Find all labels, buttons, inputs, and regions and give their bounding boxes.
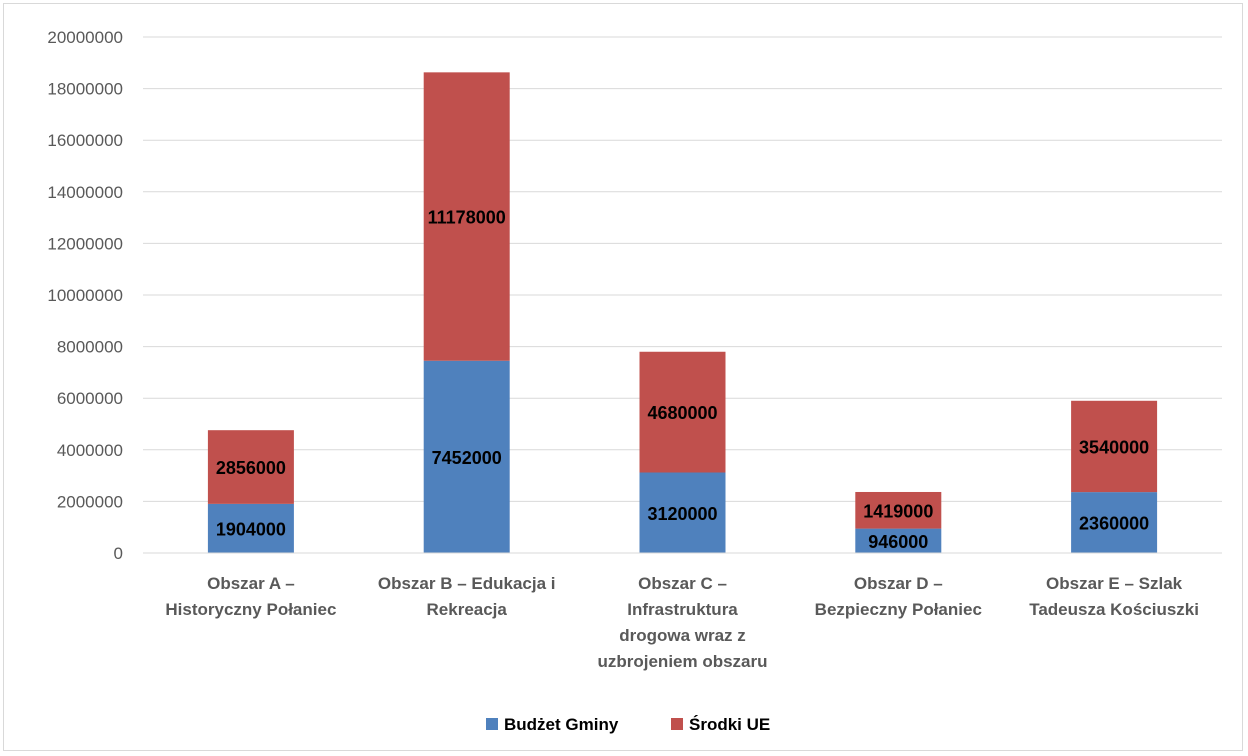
data-labels: 1904000 2856000 7452000 11178000 3120000 4680…: [216, 208, 1149, 552]
bar-budzet-gminy: [423, 360, 510, 553]
x-category-label: uzbrojeniem obszaru: [597, 652, 767, 671]
y-tick-label: 12000000: [47, 234, 123, 253]
legend-label[interactable]: Środki UE: [689, 715, 770, 734]
bar-srodki-ue: [207, 430, 294, 504]
x-category-label: Obszar B – Edukacja i: [378, 574, 556, 593]
x-category-label: Obszar D –: [854, 574, 943, 593]
y-tick-label: 0: [114, 544, 123, 563]
x-category-label: Obszar A –: [207, 574, 295, 593]
y-tick-label: 8000000: [57, 338, 123, 357]
legend-label[interactable]: Budżet Gminy: [504, 715, 619, 734]
y-tick-label: 18000000: [47, 80, 123, 99]
data-label: 2856000: [216, 458, 286, 478]
bar-budzet-gminy: [1071, 492, 1158, 553]
bar-budzet-gminy: [207, 503, 294, 553]
x-category-label: Rekreacja: [427, 600, 508, 619]
x-category-label: Infrastruktura: [627, 600, 738, 619]
bar-budzet-gminy: [855, 528, 942, 553]
y-tick-label: 4000000: [57, 441, 123, 460]
y-tick-label: 2000000: [57, 492, 123, 511]
bars: [207, 72, 1158, 553]
x-category-label: Bezpieczny Połaniec: [815, 600, 982, 619]
x-category-label: Historyczny Połaniec: [165, 600, 336, 619]
legend-swatch: [671, 718, 683, 730]
data-label: 11178000: [428, 208, 506, 228]
y-axis: 0 2000000 4000000 6000000 8000000 10000000 120…: [47, 28, 123, 563]
data-label: 4680000: [647, 403, 717, 423]
x-axis: Obszar A – Historyczny Połaniec Obszar B –…: [143, 552, 1222, 671]
chart-frame: [3, 3, 1243, 751]
legend[interactable]: Budżet Gminy Środki UE: [486, 715, 770, 734]
y-tick-label: 16000000: [47, 131, 123, 150]
bar-srodki-ue: [855, 491, 942, 529]
y-tick-label: 6000000: [57, 389, 123, 408]
data-label: 3540000: [1079, 437, 1149, 457]
data-label: 1904000: [216, 519, 286, 539]
bar-srodki-ue: [1071, 400, 1158, 493]
legend-swatch: [486, 718, 498, 730]
y-tick-label: 14000000: [47, 183, 123, 202]
data-label: 3120000: [647, 504, 717, 524]
bar-srodki-ue: [639, 351, 726, 473]
y-tick-label: 10000000: [47, 286, 123, 305]
bar-srodki-ue: [423, 72, 510, 361]
data-label: 2360000: [1079, 514, 1149, 534]
x-category-label: Obszar C –: [638, 574, 727, 593]
bar-budzet-gminy: [639, 472, 726, 553]
x-category-label: Obszar E – Szlak: [1046, 574, 1183, 593]
data-label: 946000: [868, 532, 928, 552]
data-label: 7452000: [432, 448, 502, 468]
x-category-label: drogowa wraz z: [619, 626, 746, 645]
y-tick-label: 20000000: [47, 28, 123, 47]
x-category-label: Tadeusza Kościuszki: [1029, 600, 1199, 619]
data-label: 1419000: [863, 501, 933, 521]
